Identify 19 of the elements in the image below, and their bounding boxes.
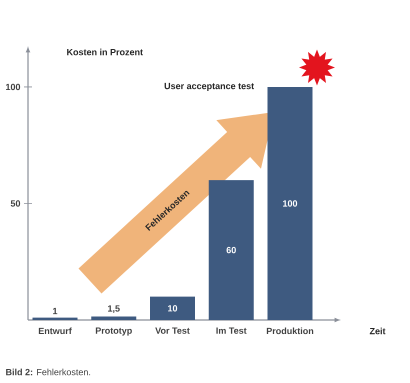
y-tick-label: 50 (10, 200, 20, 207)
annotation: User acceptance test (164, 82, 254, 91)
data-label: 100 (283, 200, 298, 207)
x-tick-label: Produktion (266, 328, 314, 334)
text: Bild 2: Fehlerkosten. (6, 368, 90, 376)
data-label: 10 (168, 305, 178, 312)
x-tick-label: Entwurf (38, 328, 72, 334)
y-axis-title: Kosten in Prozent (67, 48, 143, 56)
x-tick-label: Im Test (216, 328, 247, 334)
bar (91, 316, 136, 320)
bar (267, 86, 312, 320)
data-label: 1,5 (108, 305, 120, 313)
x-axis-title: Zeit (370, 328, 386, 334)
bar (208, 180, 254, 320)
data-label: 60 (226, 246, 236, 254)
x-tick-label: Prototyp (96, 328, 132, 336)
bar (150, 296, 195, 320)
data-label: 1 (53, 308, 58, 314)
x-tick-label: Vor Test (155, 328, 190, 334)
